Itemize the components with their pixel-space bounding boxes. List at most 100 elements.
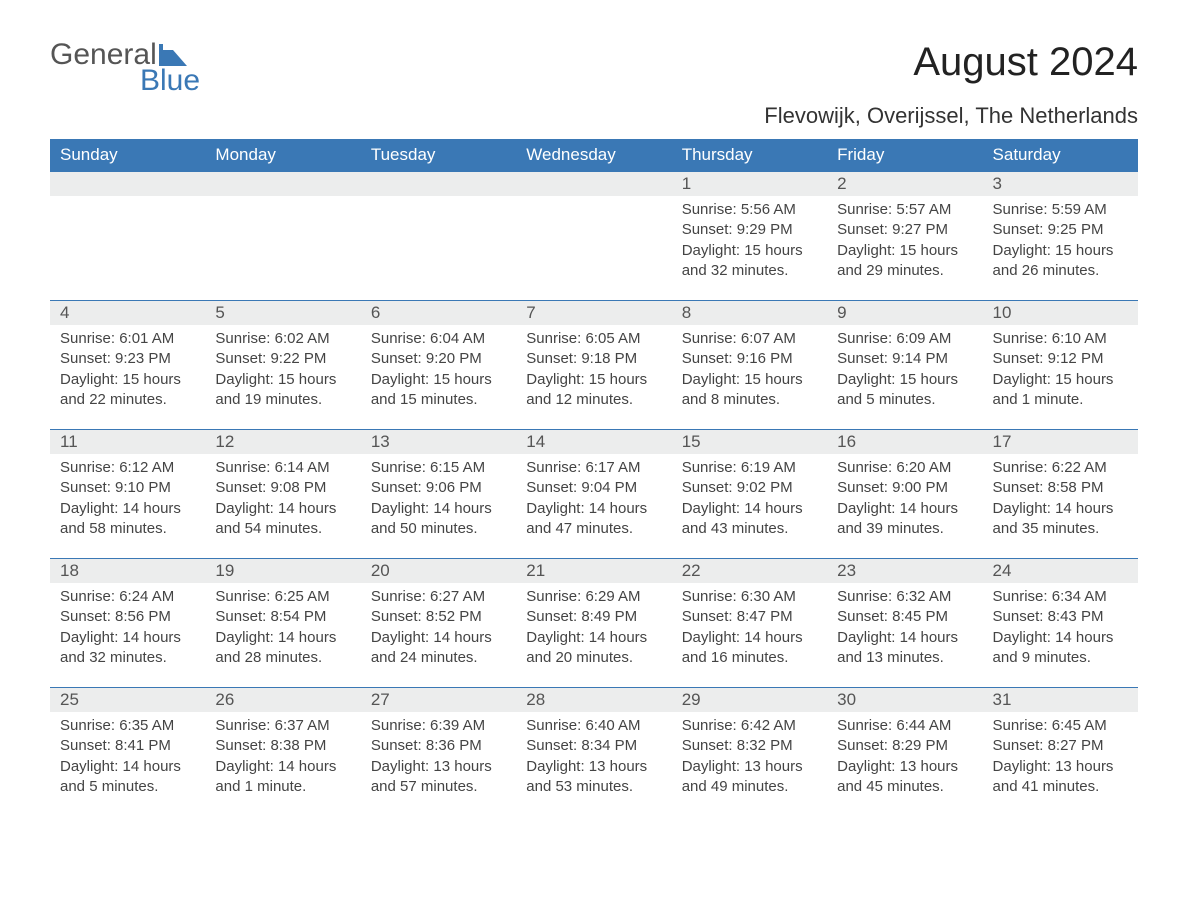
sunrise-line-label: Sunrise:	[215, 717, 274, 734]
sunset-line-label: Sunset:	[215, 479, 270, 496]
sunset-line: Sunset: 9:23 PM	[60, 349, 195, 369]
sunset-line-value: 9:04 PM	[581, 479, 637, 496]
sunset-line-label: Sunset:	[526, 350, 581, 367]
sunset-line-value: 9:22 PM	[270, 350, 326, 367]
sunset-line-label: Sunset:	[371, 479, 426, 496]
sunrise-line-value: 6:02 AM	[275, 330, 330, 347]
sunrise-line: Sunrise: 6:17 AM	[526, 458, 661, 478]
sunrise-line-label: Sunrise:	[526, 459, 585, 476]
day-of-week-header: Sunday	[50, 139, 205, 171]
daylight-line: Daylight: 15 hours and 8 minutes.	[682, 370, 817, 411]
sunrise-line-label: Sunrise:	[215, 588, 274, 605]
sunset-line-label: Sunset:	[837, 221, 892, 238]
daylight-line: Daylight: 14 hours and 47 minutes.	[526, 499, 661, 540]
sunrise-line-value: 6:25 AM	[275, 588, 330, 605]
day-of-week-header: Monday	[205, 139, 360, 171]
daylight-line: Daylight: 13 hours and 57 minutes.	[371, 757, 506, 798]
day-cell: 30Sunrise: 6:44 AMSunset: 8:29 PMDayligh…	[827, 688, 982, 816]
sunrise-line: Sunrise: 6:14 AM	[215, 458, 350, 478]
day-number: 8	[672, 301, 827, 325]
daylight-line: Daylight: 15 hours and 29 minutes.	[837, 241, 972, 282]
daylight-line-label: Daylight:	[215, 758, 278, 775]
logo-flag-icon	[159, 44, 187, 66]
day-details: Sunrise: 5:57 AMSunset: 9:27 PMDaylight:…	[827, 196, 982, 291]
day-cell: 17Sunrise: 6:22 AMSunset: 8:58 PMDayligh…	[983, 430, 1138, 558]
sunset-line-value: 8:52 PM	[426, 608, 482, 625]
day-details: Sunrise: 6:34 AMSunset: 8:43 PMDaylight:…	[983, 583, 1138, 678]
sunset-line-label: Sunset:	[993, 737, 1048, 754]
sunrise-line-label: Sunrise:	[837, 459, 896, 476]
sunset-line: Sunset: 9:25 PM	[993, 220, 1128, 240]
day-number: 17	[983, 430, 1138, 454]
sunrise-line-value: 5:56 AM	[741, 201, 796, 218]
week-row: 1Sunrise: 5:56 AMSunset: 9:29 PMDaylight…	[50, 171, 1138, 300]
day-number: 20	[361, 559, 516, 583]
sunset-line: Sunset: 9:02 PM	[682, 478, 817, 498]
day-number: 26	[205, 688, 360, 712]
day-details: Sunrise: 6:37 AMSunset: 8:38 PMDaylight:…	[205, 712, 360, 807]
day-number	[50, 172, 205, 196]
day-cell: 23Sunrise: 6:32 AMSunset: 8:45 PMDayligh…	[827, 559, 982, 687]
day-details: Sunrise: 6:09 AMSunset: 9:14 PMDaylight:…	[827, 325, 982, 420]
day-cell: 14Sunrise: 6:17 AMSunset: 9:04 PMDayligh…	[516, 430, 671, 558]
sunrise-line-value: 6:29 AM	[585, 588, 640, 605]
sunset-line-value: 8:45 PM	[892, 608, 948, 625]
day-details: Sunrise: 6:35 AMSunset: 8:41 PMDaylight:…	[50, 712, 205, 807]
sunset-line-label: Sunset:	[682, 479, 737, 496]
day-details: Sunrise: 6:17 AMSunset: 9:04 PM Daylight:…	[516, 454, 671, 549]
day-of-week-header: Thursday	[672, 139, 827, 171]
daylight-line-label: Daylight:	[371, 758, 434, 775]
sunset-line-value: 8:54 PM	[270, 608, 326, 625]
daylight-line-label: Daylight:	[215, 371, 278, 388]
daylight-line: Daylight: 14 hours and 9 minutes.	[993, 628, 1128, 669]
day-of-week-header: Tuesday	[361, 139, 516, 171]
sunrise-line: Sunrise: 6:07 AM	[682, 329, 817, 349]
sunset-line-label: Sunset:	[526, 479, 581, 496]
sunset-line: Sunset: 9:18 PM	[526, 349, 661, 369]
sunset-line-value: 9:27 PM	[892, 221, 948, 238]
sunset-line-value: 8:36 PM	[426, 737, 482, 754]
daylight-line: Daylight: 14 hours and 58 minutes.	[60, 499, 195, 540]
day-number: 1	[672, 172, 827, 196]
day-cell: 21Sunrise: 6:29 AMSunset: 8:49 PMDayligh…	[516, 559, 671, 687]
day-cell: 3Sunrise: 5:59 AMSunset: 9:25 PMDaylight…	[983, 172, 1138, 300]
day-cell: 26Sunrise: 6:37 AMSunset: 8:38 PMDayligh…	[205, 688, 360, 816]
sunset-line-label: Sunset:	[837, 608, 892, 625]
day-cell	[205, 172, 360, 300]
daylight-line-label: Daylight:	[837, 629, 900, 646]
day-details: Sunrise: 6:27 AMSunset: 8:52 PMDaylight:…	[361, 583, 516, 678]
daylight-line-label: Daylight:	[993, 629, 1056, 646]
day-number: 13	[361, 430, 516, 454]
day-number: 15	[672, 430, 827, 454]
daylight-line: Daylight: 15 hours and 5 minutes.	[837, 370, 972, 411]
day-cell: 11Sunrise: 6:12 AMSunset: 9:10 PMDayligh…	[50, 430, 205, 558]
daylight-line-label: Daylight:	[60, 758, 123, 775]
sunset-line-label: Sunset:	[837, 737, 892, 754]
sunrise-line-label: Sunrise:	[682, 330, 741, 347]
day-cell: 22Sunrise: 6:30 AMSunset: 8:47 PMDayligh…	[672, 559, 827, 687]
sunset-line: Sunset: 8:36 PM	[371, 736, 506, 756]
day-cell: 19Sunrise: 6:25 AMSunset: 8:54 PMDayligh…	[205, 559, 360, 687]
daylight-line: Daylight: 13 hours and 41 minutes.	[993, 757, 1128, 798]
daylight-line-label: Daylight:	[682, 500, 745, 517]
sunrise-line-label: Sunrise:	[60, 588, 119, 605]
sunrise-line: Sunrise: 6:35 AM	[60, 716, 195, 736]
sunset-line: Sunset: 9:08 PM	[215, 478, 350, 498]
daylight-line-label: Daylight:	[371, 371, 434, 388]
day-details: Sunrise: 6:19 AMSunset: 9:02 PMDaylight:…	[672, 454, 827, 549]
sunset-line: Sunset: 9:16 PM	[682, 349, 817, 369]
sunset-line: Sunset: 8:49 PM	[526, 607, 661, 627]
week-row: 4Sunrise: 6:01 AMSunset: 9:23 PMDaylight…	[50, 300, 1138, 429]
sunrise-line-value: 6:32 AM	[896, 588, 951, 605]
day-cell: 4Sunrise: 6:01 AMSunset: 9:23 PMDaylight…	[50, 301, 205, 429]
sunrise-line: Sunrise: 6:12 AM	[60, 458, 195, 478]
sunrise-line-value: 6:37 AM	[275, 717, 330, 734]
calendar: SundayMondayTuesdayWednesdayThursdayFrid…	[50, 139, 1138, 816]
daylight-line: Daylight: 15 hours and 32 minutes.	[682, 241, 817, 282]
sunrise-line-label: Sunrise:	[215, 330, 274, 347]
sunrise-line: Sunrise: 6:22 AM	[993, 458, 1128, 478]
sunset-line-label: Sunset:	[993, 479, 1048, 496]
sunset-line-label: Sunset:	[60, 350, 115, 367]
sunset-line-value: 9:18 PM	[581, 350, 637, 367]
sunrise-line-value: 6:40 AM	[585, 717, 640, 734]
